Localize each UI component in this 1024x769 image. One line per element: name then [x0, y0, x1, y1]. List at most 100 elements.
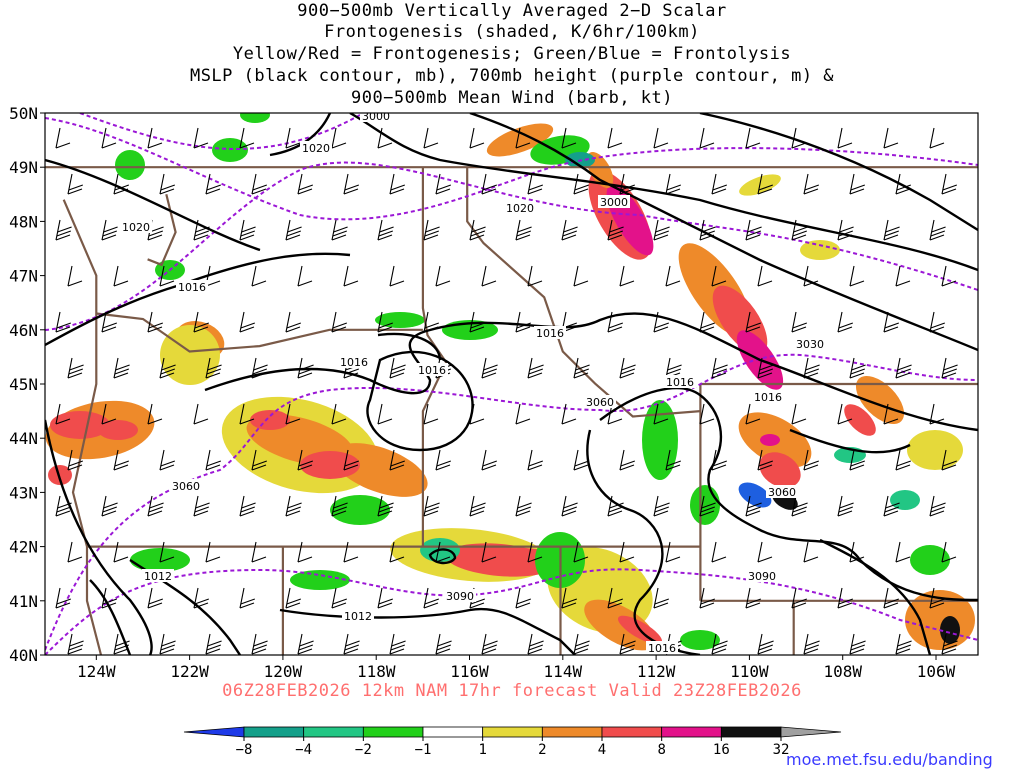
wind-barb — [619, 541, 635, 563]
wind-barb — [205, 541, 221, 563]
wind-barb — [607, 311, 623, 333]
wind-barb — [895, 449, 911, 471]
boundary-line — [147, 194, 177, 267]
wind-barb — [193, 403, 209, 425]
wind-barb — [435, 173, 451, 195]
mslp-contour-line — [89, 579, 132, 655]
height-label: 3060 — [172, 480, 200, 493]
wind-barb — [527, 265, 543, 287]
wind-barb — [481, 357, 498, 379]
wind-barb — [469, 495, 486, 517]
boundary-line — [62, 199, 103, 655]
wind-barb — [101, 495, 118, 517]
mslp-contour-line — [599, 387, 978, 602]
wind-barb — [895, 633, 912, 655]
wind-barb — [481, 265, 497, 287]
wind-barb — [837, 311, 853, 333]
shading-patch — [759, 452, 801, 488]
wind-barb — [929, 587, 945, 609]
wind-barb — [147, 587, 163, 609]
colorbar-segment — [303, 726, 364, 738]
colorbar-segment — [422, 726, 484, 738]
lat-label: 42N — [9, 538, 38, 557]
wind-barb — [331, 311, 347, 333]
wind-barb — [561, 403, 577, 425]
shading-patch — [300, 451, 360, 479]
wind-barb — [573, 265, 589, 287]
wind-barb — [297, 265, 313, 287]
wind-barb — [331, 219, 348, 241]
wind-barb — [343, 173, 359, 195]
mslp-contour-line — [699, 113, 978, 232]
source-url[interactable]: moe.met.fsu.edu/banding — [786, 750, 993, 769]
axis-labels: 50N 49N 48N 47N 46N 45N 44N 43N 42N 41N 40N 124W 122… — [9, 104, 956, 681]
wind-barb — [469, 311, 485, 333]
wind-barb — [251, 449, 267, 471]
wind-barb — [297, 449, 313, 471]
colorbar-segment — [601, 726, 663, 738]
wind-barb — [423, 311, 439, 333]
lat-label: 47N — [9, 267, 38, 286]
wind-barb — [653, 587, 669, 609]
wind-barb — [377, 495, 394, 517]
wind-barb — [929, 495, 946, 517]
lat-label: 50N — [9, 104, 38, 123]
wind-barb — [757, 633, 774, 655]
wind-barb — [791, 219, 808, 241]
wind-barb — [113, 265, 129, 287]
wind-barb — [423, 219, 440, 241]
shading-patch — [486, 123, 554, 157]
wind-barb — [285, 219, 302, 241]
wind-barb — [239, 127, 255, 149]
wind-barb — [699, 311, 715, 333]
wind-barb — [941, 449, 957, 471]
wind-barb — [159, 541, 175, 563]
wind-barb — [147, 495, 164, 517]
wind-barb — [665, 173, 681, 195]
wind-barb — [101, 587, 117, 609]
wind-barb — [757, 449, 773, 471]
wind-barb — [55, 311, 71, 333]
wind-barb — [435, 449, 451, 471]
wind-barb — [515, 587, 531, 609]
mslp-contour-line — [269, 113, 332, 157]
wind-barb — [607, 495, 624, 517]
lat-label: 40N — [9, 646, 38, 665]
lon-label: 124W — [77, 662, 116, 681]
wind-barb — [285, 403, 301, 425]
wind-barb — [205, 357, 222, 379]
shading-patch — [680, 630, 720, 650]
wind-barb — [561, 495, 578, 517]
wind-barb — [331, 127, 347, 149]
mslp-label: 1020 — [122, 221, 150, 234]
height-contour-line — [45, 353, 978, 651]
mslp-contour-line — [204, 312, 978, 432]
wind-barb — [929, 127, 945, 149]
wind-barb — [895, 265, 911, 287]
wind-barb — [101, 311, 117, 333]
wind-barb — [331, 587, 347, 609]
wind-barb — [251, 541, 267, 563]
wind-barb — [837, 403, 853, 425]
wind-barb — [159, 633, 176, 655]
wind-barb — [619, 449, 635, 471]
wind-barb — [389, 173, 405, 195]
shading-patch — [760, 434, 780, 446]
shading-patch — [290, 570, 350, 590]
wind-barb — [527, 449, 543, 471]
height-label: 3000 — [362, 110, 390, 123]
wind-barb — [469, 127, 485, 149]
wind-barb — [251, 265, 267, 287]
wind-barb — [665, 449, 681, 471]
mslp-contour-line — [45, 419, 153, 655]
lon-label: 118W — [357, 662, 396, 681]
wind-barb — [251, 357, 268, 379]
mslp-contour-line — [469, 113, 978, 352]
wind-barb — [389, 449, 405, 471]
wind-barb — [745, 587, 761, 609]
wind-barb — [711, 633, 728, 655]
wind-barb — [67, 265, 83, 287]
lon-label: 110W — [730, 662, 769, 681]
wind-barb — [239, 219, 256, 241]
colorbar-label: −4 — [295, 742, 312, 758]
